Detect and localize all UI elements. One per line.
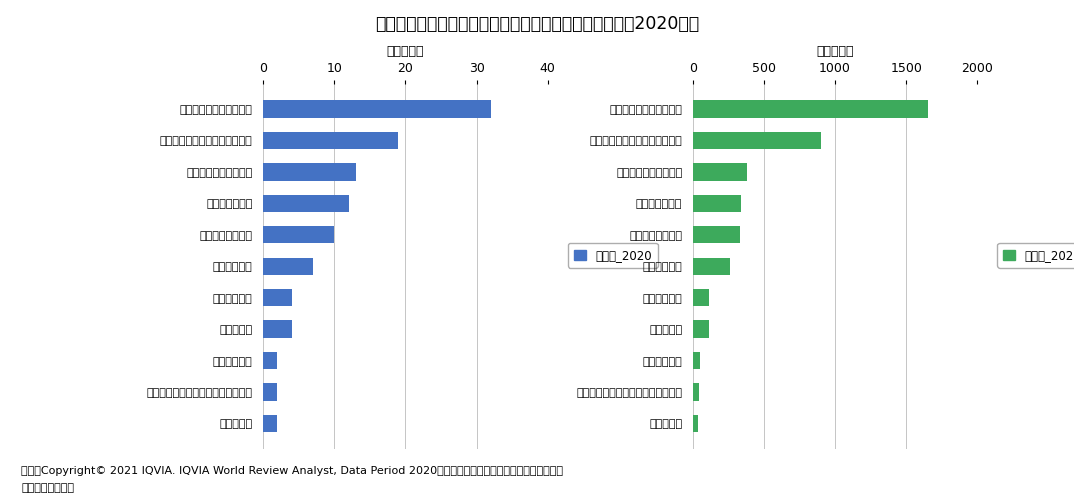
Bar xyxy=(693,195,741,212)
X-axis label: （億ドル）: （億ドル） xyxy=(816,45,854,58)
Text: 出所：Copyright© 2021 IQVIA. IQVIA World Review Analyst, Data Period 2020をもとに医薬産業政策: 出所：Copyright© 2021 IQVIA. IQVIA World Re… xyxy=(21,466,564,476)
Bar xyxy=(693,163,746,180)
Legend: 売上高_2020: 売上高_2020 xyxy=(998,243,1074,268)
Bar xyxy=(693,132,821,149)
Bar xyxy=(693,101,928,118)
Text: 図１　上位品目の薬効分類（左：品目数、右：売上高、2020年）: 図１ 上位品目の薬効分類（左：品目数、右：売上高、2020年） xyxy=(375,15,699,33)
Bar xyxy=(263,101,491,118)
Bar xyxy=(263,289,292,306)
Bar xyxy=(693,415,698,432)
Bar xyxy=(693,384,699,401)
Bar xyxy=(263,226,334,244)
Bar xyxy=(693,289,709,306)
Bar xyxy=(263,195,348,212)
Bar xyxy=(263,257,313,275)
Bar xyxy=(263,132,398,149)
Bar xyxy=(263,352,277,369)
Bar xyxy=(263,384,277,401)
Text: 断転載禁止）: 断転載禁止） xyxy=(21,483,74,493)
Bar xyxy=(263,163,355,180)
X-axis label: （品目数）: （品目数） xyxy=(387,45,424,58)
Bar xyxy=(693,257,729,275)
Legend: 品目数_2020: 品目数_2020 xyxy=(568,243,657,268)
Bar xyxy=(693,226,740,244)
Bar xyxy=(263,320,292,338)
Bar xyxy=(693,352,700,369)
Bar xyxy=(693,320,709,338)
Bar xyxy=(263,415,277,432)
